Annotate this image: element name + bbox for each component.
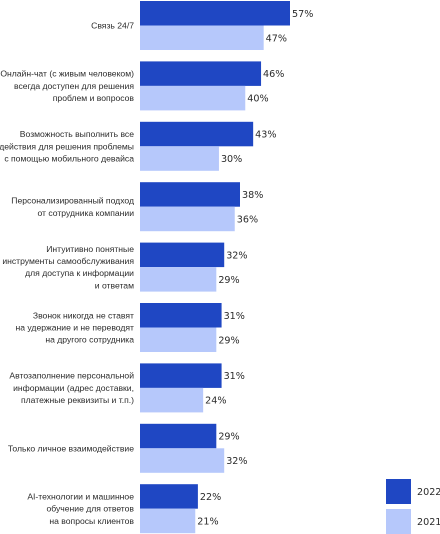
value-label-2021: 36% bbox=[237, 214, 258, 225]
value-label-2022: 46% bbox=[263, 69, 284, 80]
bar-2022 bbox=[140, 242, 225, 268]
legend-swatch-2022 bbox=[386, 479, 411, 504]
category-label-line: на удержание и не переводят bbox=[16, 323, 135, 333]
category-label-line: информации (адрес доставки, bbox=[13, 383, 134, 393]
bar-2022 bbox=[140, 303, 222, 328]
category-label: Связь 24/7 bbox=[91, 21, 134, 31]
bar-2021 bbox=[140, 508, 196, 534]
legend-label-2021: 2021 bbox=[417, 517, 440, 528]
bar-2021 bbox=[140, 146, 219, 171]
category-label-line: Автозаполнение персональной bbox=[9, 371, 134, 381]
category-label: AI-технологии и машинное обучение для отв… bbox=[27, 492, 134, 526]
category-label: Звонок никогда не ставят на удержание и н… bbox=[16, 310, 135, 344]
category-label-line: Онлайн-чат (с живым человеком) bbox=[0, 69, 134, 79]
value-label-2022: 29% bbox=[218, 432, 239, 443]
category-group: Интуитивно понятные инструменты самообслу… bbox=[2, 242, 248, 292]
category-label-line: проблем и вопросов bbox=[53, 93, 135, 103]
category-group: Только личное взаимодействие 29% 32% bbox=[8, 423, 248, 473]
legend-label-2022: 2022 bbox=[417, 487, 440, 498]
category-group: Звонок никогда не ставят на удержание и н… bbox=[16, 303, 245, 352]
category-label: Онлайн-чат (с живым человеком) всегда дос… bbox=[0, 69, 134, 103]
category-group: Автозаполнение персональной информации (а… bbox=[9, 363, 245, 413]
value-label-2022: 43% bbox=[255, 130, 276, 141]
value-label-2021: 30% bbox=[221, 154, 242, 165]
value-label-2021: 29% bbox=[218, 335, 239, 346]
category-label: Автозаполнение персональной информации (а… bbox=[9, 371, 134, 405]
category-label: Возможность выполнить все действия для ре… bbox=[0, 129, 134, 163]
bar-2022 bbox=[140, 423, 217, 449]
bar-2022 bbox=[140, 182, 240, 207]
bar-2022 bbox=[140, 61, 262, 86]
category-label: Интуитивно понятные инструменты самообслу… bbox=[2, 244, 134, 291]
bar-2022 bbox=[140, 121, 254, 147]
value-label-2021: 40% bbox=[247, 94, 268, 105]
bar-2021 bbox=[140, 448, 225, 473]
value-label-2022: 22% bbox=[200, 492, 221, 503]
category-group: Персонализированный подход от сотрудника … bbox=[11, 182, 263, 232]
category-label-line: платежные реквизиты и т.п.) bbox=[21, 395, 134, 405]
bar-2022 bbox=[140, 363, 222, 388]
category-label-line: всегда доступен для решения bbox=[14, 81, 134, 91]
category-label-line: инструменты самообслуживания bbox=[2, 256, 134, 266]
legend: 2022 2021 bbox=[386, 479, 440, 534]
bar-2021 bbox=[140, 206, 235, 232]
bar-2022 bbox=[140, 1, 290, 26]
category-label-line: обучение для ответов bbox=[46, 504, 134, 514]
category-label-line: Возможность выполнить все bbox=[20, 129, 134, 139]
category-group: Связь 24/7 57% 47% bbox=[91, 1, 313, 50]
category-label-line: от сотрудника компании bbox=[37, 208, 134, 218]
value-label-2022: 38% bbox=[242, 190, 263, 201]
bar-2021 bbox=[140, 85, 246, 111]
value-label-2021: 32% bbox=[226, 456, 247, 467]
category-label-line: AI-технологии и машинное bbox=[27, 492, 134, 502]
category-label-line: с помощью мобильного девайса bbox=[4, 154, 134, 164]
category-label-line: на вопросы клиентов bbox=[49, 516, 134, 526]
value-label-2022: 32% bbox=[226, 250, 247, 261]
value-label-2021: 21% bbox=[197, 516, 218, 527]
bar-2021 bbox=[140, 25, 264, 50]
category-label: Только личное взаимодействие bbox=[8, 443, 134, 453]
legend-swatch-2021 bbox=[386, 509, 411, 534]
bar-2021 bbox=[140, 267, 217, 292]
category-label: Персонализированный подход от сотрудника … bbox=[11, 196, 134, 218]
category-label-line: на другого сотрудника bbox=[45, 335, 134, 345]
category-label-line: Звонок никогда не ставят bbox=[33, 310, 134, 320]
value-label-2021: 29% bbox=[218, 275, 239, 286]
category-label-line: и ответам bbox=[95, 280, 134, 290]
category-label-line: Интуитивно понятные bbox=[46, 244, 134, 254]
category-group: Онлайн-чат (с живым человеком) всегда дос… bbox=[0, 61, 284, 111]
value-label-2022: 57% bbox=[292, 9, 313, 20]
value-label-2021: 47% bbox=[266, 33, 287, 44]
value-label-2022: 31% bbox=[224, 311, 245, 322]
bar-2022 bbox=[140, 484, 198, 509]
bar-2021 bbox=[140, 387, 204, 413]
value-label-2021: 24% bbox=[205, 396, 226, 407]
category-label-line: для доступа к информации bbox=[25, 268, 134, 278]
category-label-line: Связь 24/7 bbox=[91, 21, 134, 31]
category-group: AI-технологии и машинное обучение для отв… bbox=[27, 484, 221, 534]
category-label-line: Только личное взаимодействие bbox=[8, 443, 134, 453]
category-group: Возможность выполнить все действия для ре… bbox=[0, 121, 276, 171]
bar-2021 bbox=[140, 327, 217, 352]
category-label-line: действия для решения проблемы bbox=[0, 141, 134, 151]
value-label-2022: 31% bbox=[224, 371, 245, 382]
category-label-line: Персонализированный подход bbox=[11, 196, 134, 206]
